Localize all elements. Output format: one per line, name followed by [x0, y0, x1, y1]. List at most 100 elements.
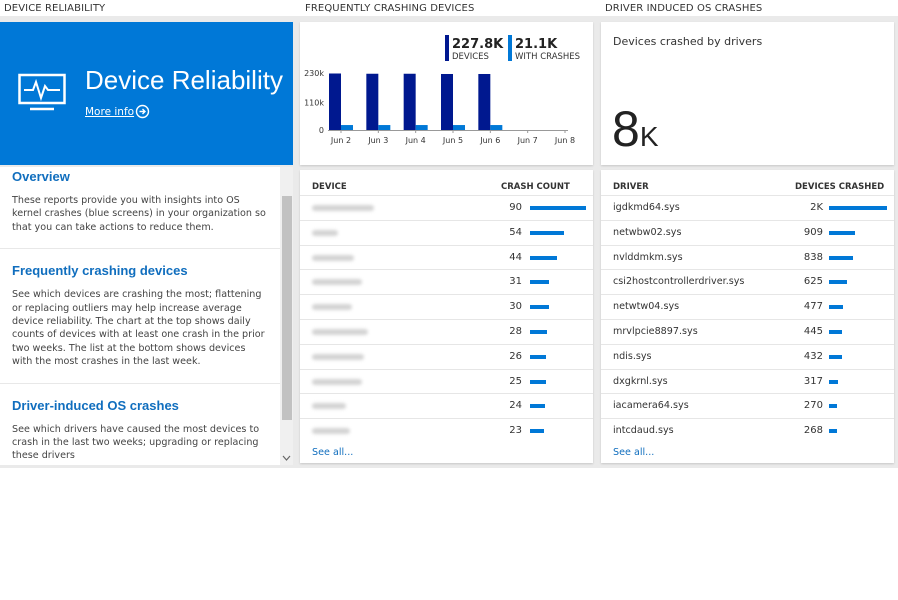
legend-swatch — [508, 35, 512, 61]
article: Overview These reports provide you with i… — [0, 167, 280, 250]
bar — [329, 73, 341, 130]
row-name: ndis.sys — [613, 350, 652, 362]
table-row: 31 — [300, 269, 593, 294]
row-value: 432 — [803, 350, 823, 362]
table-row: dxgkrnl.sys 317 — [601, 368, 894, 394]
value-bar — [530, 305, 549, 310]
bar — [453, 125, 465, 130]
column-header: DRIVER — [613, 182, 649, 192]
legend-label: WITH CRASHES — [515, 52, 580, 62]
table-row: nvlddmkm.sys 838 — [601, 244, 894, 270]
row-value: 23 — [509, 425, 522, 437]
row-value: 25 — [509, 375, 522, 387]
x-tick-label: Jun 3 — [367, 136, 388, 145]
row-name: netwtw04.sys — [613, 301, 680, 313]
section-header: FREQUENTLY CRASHING DEVICES — [305, 3, 475, 14]
redacted-name — [312, 329, 368, 335]
x-tick-label: Jun 6 — [479, 136, 500, 145]
table-row: intcdaud.sys 268 — [601, 418, 894, 443]
bar — [478, 73, 491, 130]
scroll-down-arrow[interactable] — [280, 452, 293, 464]
bar — [415, 125, 428, 130]
value-bar — [829, 280, 848, 285]
table-row: iacamera64.sys 270 — [601, 393, 894, 418]
bar — [366, 73, 379, 130]
redacted-name — [312, 428, 350, 435]
article: Driver-induced OS crashes See which drive… — [0, 396, 280, 465]
value-bar — [829, 354, 842, 359]
row-name: mrvlpcie8897.sys — [613, 326, 698, 337]
row-value: 90 — [509, 202, 522, 213]
big-number-unit: K — [639, 121, 659, 152]
bar — [403, 73, 416, 130]
row-value: 2K — [810, 202, 823, 213]
y-tick-label: 0 — [319, 126, 324, 135]
table-row: ndis.sys 432 — [601, 343, 894, 369]
articles-panel[interactable]: Overview These reports provide you with i… — [0, 167, 280, 465]
value-bar — [530, 280, 550, 285]
x-tick-label: Jun 7 — [517, 136, 538, 145]
table-row: netwbw02.sys 909 — [601, 219, 894, 245]
legend-label: DEVICES — [452, 52, 489, 62]
redacted-name — [312, 378, 362, 385]
article-body: See which devices are crashing the most;… — [12, 289, 265, 368]
arrow-icon[interactable] — [135, 104, 150, 119]
value-bar — [829, 305, 843, 310]
table-row: igdkmd64.sys 2K — [601, 195, 894, 220]
row-name: csi2hostcontrollerdriver.sys — [613, 276, 745, 288]
redacted-name — [312, 353, 364, 360]
row-value: 26 — [509, 350, 522, 362]
row-value: 445 — [803, 326, 823, 337]
bar — [341, 125, 353, 130]
column-header: DEVICES CRASHED — [795, 182, 885, 192]
row-value: 270 — [803, 400, 823, 412]
see-all-link[interactable]: See all... — [613, 447, 655, 458]
row-name: nvlddmkm.sys — [613, 251, 683, 263]
row-value: 317 — [803, 375, 823, 387]
big-number: 8K — [612, 100, 659, 158]
big-number-value: 8 — [612, 101, 640, 157]
bar — [490, 125, 503, 130]
redacted-name — [312, 279, 362, 286]
legend-total: 227.8K — [452, 37, 504, 52]
article: Frequently crashing devices See which dev… — [0, 261, 280, 384]
row-value: 838 — [803, 251, 823, 263]
reliability-tile: Device Reliability More info — [0, 22, 293, 165]
column-header: DEVICE — [312, 182, 347, 192]
value-bar — [530, 379, 546, 384]
value-bar — [829, 230, 856, 235]
row-value: 30 — [509, 301, 522, 313]
article-body: These reports provide you with insights … — [12, 195, 266, 233]
bar — [441, 73, 453, 130]
row-value: 31 — [509, 276, 522, 288]
table-row: 44 — [300, 244, 593, 270]
card-title: Devices crashed by drivers — [613, 35, 763, 48]
table-row: 26 — [300, 343, 593, 369]
article-body: See which drivers have caused the most d… — [12, 423, 260, 462]
legend-swatch — [445, 35, 449, 61]
x-tick-label: Jun 5 — [442, 136, 463, 145]
row-value: 625 — [803, 276, 823, 288]
legend-total: 21.1K — [515, 37, 558, 52]
value-bar — [829, 404, 837, 409]
article-heading: Driver-induced OS crashes — [12, 397, 179, 413]
row-value: 909 — [803, 226, 823, 238]
more-info-link[interactable]: More info — [85, 106, 135, 118]
row-value: 477 — [803, 301, 823, 313]
redacted-name — [312, 304, 352, 311]
table-row: 90 — [300, 195, 593, 220]
table-row: 23 — [300, 418, 593, 443]
row-value: 54 — [509, 226, 522, 238]
scrollbar-thumb[interactable] — [282, 196, 292, 420]
row-name: dxgkrnl.sys — [613, 375, 668, 387]
row-name: intcdaud.sys — [613, 425, 674, 437]
value-bar — [530, 230, 564, 235]
column-header: CRASH COUNT — [501, 182, 570, 192]
value-bar — [530, 429, 545, 434]
redacted-name — [312, 205, 374, 211]
value-bar — [530, 354, 547, 359]
see-all-link[interactable]: See all... — [312, 447, 354, 458]
row-value: 24 — [509, 400, 522, 412]
monitor-icon — [18, 73, 66, 111]
